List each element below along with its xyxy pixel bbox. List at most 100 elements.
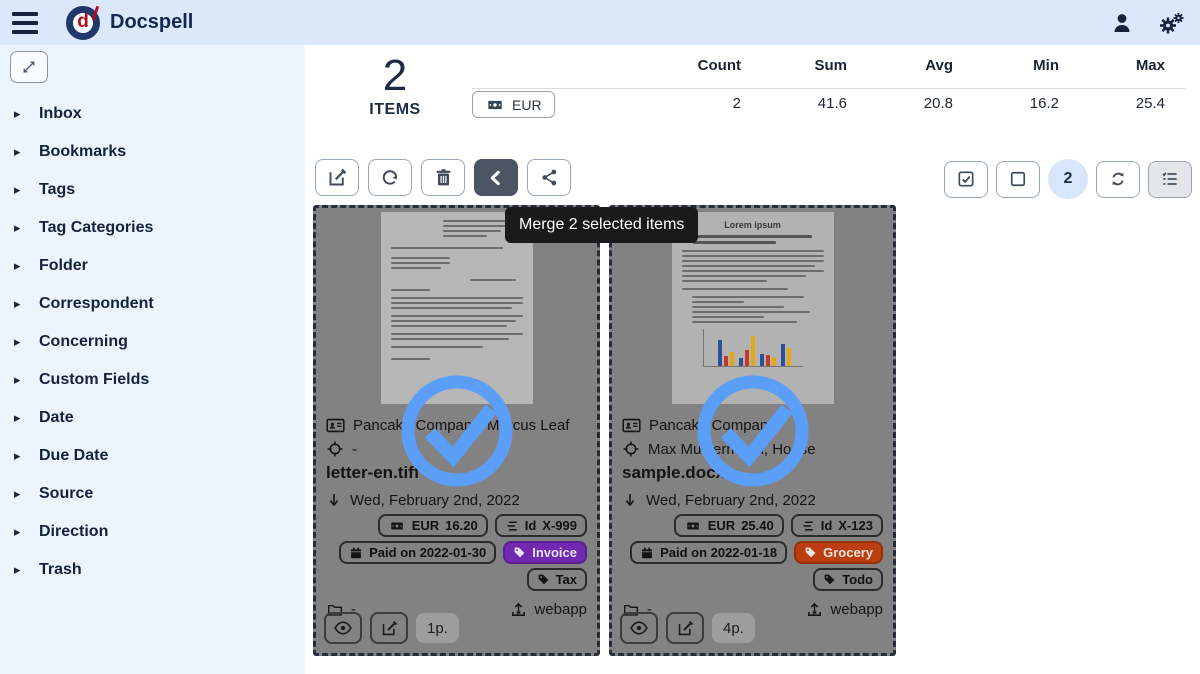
tag-badge-grocery[interactable]: Grocery xyxy=(794,541,883,564)
tag-badge-todo[interactable]: Todo xyxy=(813,568,883,591)
selection-toolbar xyxy=(315,159,571,196)
currency-label: EUR xyxy=(512,96,542,113)
edit-item-button[interactable] xyxy=(370,612,408,644)
item-title[interactable]: letter-en.tiff xyxy=(326,463,420,482)
top-navbar: d Docspell xyxy=(0,0,1200,45)
merge-tooltip: Merge 2 selected items xyxy=(505,207,699,243)
stats-val-count: 2 xyxy=(732,95,741,112)
sidebar-item-bookmarks[interactable]: ▸ Bookmarks xyxy=(14,143,127,160)
stream-icon xyxy=(803,520,813,531)
brand[interactable]: d Docspell xyxy=(66,5,194,40)
edit-items-button[interactable] xyxy=(315,159,359,196)
correspondent-icon xyxy=(326,418,345,433)
document-preview xyxy=(316,208,597,408)
source-value: webapp xyxy=(534,601,587,618)
list-view-button[interactable] xyxy=(1148,160,1192,198)
merge-items-button[interactable] xyxy=(474,159,518,196)
correspondent-name[interactable]: Pancake Company xyxy=(649,417,776,434)
tag-icon xyxy=(514,547,525,558)
item-card-list: Merge 2 selected items xyxy=(313,205,899,657)
share-button[interactable] xyxy=(527,159,571,196)
filter-sidebar: ▸ Inbox ▸ Bookmarks ▸ Tags ▸ Tag Categories … xyxy=(0,45,305,674)
caret-right-icon: ▸ xyxy=(14,258,21,273)
item-title[interactable]: sample.docx xyxy=(622,463,725,482)
sidebar-item-due-date[interactable]: ▸ Due Date xyxy=(14,447,109,464)
caret-right-icon: ▸ xyxy=(14,486,21,501)
item-count-summary: 2 ITEMS xyxy=(345,51,445,119)
filter-sections: ▸ Inbox ▸ Bookmarks ▸ Tags ▸ Tag Categories … xyxy=(0,95,305,589)
item-card[interactable]: Pancake Company, Marcus Leaf - letter-en… xyxy=(313,205,600,656)
id-badge: Id X-999 xyxy=(494,514,587,537)
select-all-button[interactable] xyxy=(944,160,988,198)
currency-chip: EUR xyxy=(472,91,555,118)
item-date-icon xyxy=(625,494,635,507)
amount-badge: EUR 25.40 xyxy=(673,514,784,537)
menu-icon[interactable] xyxy=(12,11,38,34)
app-title: Docspell xyxy=(110,11,194,33)
amount-badge: EUR 16.20 xyxy=(377,514,488,537)
preview-page xyxy=(380,212,533,404)
concerning-icon xyxy=(623,441,639,457)
refresh-button[interactable] xyxy=(1096,160,1140,198)
folder-value[interactable]: - xyxy=(351,601,356,618)
calendar-icon xyxy=(351,546,362,558)
expand-sidebar-button[interactable] xyxy=(10,51,48,83)
upload-icon xyxy=(808,602,822,616)
concerning-name[interactable]: Max Mustermann, House xyxy=(648,440,816,458)
sidebar-item-direction[interactable]: ▸ Direction xyxy=(14,523,109,540)
document-preview: Lorem ipsum xyxy=(612,208,893,408)
stats-val-avg: 20.8 xyxy=(923,95,953,112)
tag-badge-invoice[interactable]: Invoice xyxy=(503,541,587,564)
money-bill-icon xyxy=(686,522,699,529)
item-date: Wed, February 2nd, 2022 xyxy=(350,491,520,509)
sidebar-item-source[interactable]: ▸ Source xyxy=(14,485,94,502)
sidebar-item-tag-categories[interactable]: ▸ Tag Categories xyxy=(14,219,154,236)
deselect-all-button[interactable] xyxy=(996,160,1040,198)
sidebar-item-correspondent[interactable]: ▸ Correspondent xyxy=(14,295,154,312)
item-card[interactable]: Lorem ipsum Pancake Company xyxy=(609,205,896,656)
edit-item-button[interactable] xyxy=(666,612,704,644)
sidebar-item-custom-fields[interactable]: ▸ Custom Fields xyxy=(14,371,150,388)
item-date-icon xyxy=(329,494,339,507)
folder-value[interactable]: - xyxy=(647,601,652,618)
tag-badge-tax[interactable]: Tax xyxy=(526,568,587,591)
due-date-badge: Paid on 2022-01-30 xyxy=(339,541,497,564)
stats-col-avg: Avg xyxy=(925,57,953,74)
settings-gears-icon[interactable] xyxy=(1158,11,1184,35)
folder-icon xyxy=(624,604,638,616)
preview-button[interactable] xyxy=(620,612,658,644)
sidebar-item-trash[interactable]: ▸ Trash xyxy=(14,561,82,578)
caret-right-icon: ▸ xyxy=(14,410,21,425)
main-content: 2 ITEMS EUR Count Sum Avg Min Max 2 41.6… xyxy=(305,45,1200,674)
stats-col-min: Min xyxy=(1033,57,1059,74)
caret-right-icon: ▸ xyxy=(14,372,21,387)
sidebar-item-folder[interactable]: ▸ Folder xyxy=(14,257,88,274)
correspondent-name[interactable]: Pancake Company, Marcus Leaf xyxy=(353,417,570,434)
caret-right-icon: ▸ xyxy=(14,562,21,577)
source-value: webapp xyxy=(830,601,883,618)
item-date: Wed, February 2nd, 2022 xyxy=(646,491,816,509)
sidebar-item-tags[interactable]: ▸ Tags xyxy=(14,181,76,198)
tag-icon xyxy=(824,574,835,585)
item-count: 2 xyxy=(382,51,408,100)
sidebar-item-date[interactable]: ▸ Date xyxy=(14,409,74,426)
id-badge: Id X-123 xyxy=(790,514,883,537)
caret-right-icon: ▸ xyxy=(14,220,21,235)
stats-col-max: Max xyxy=(1135,57,1165,74)
stats-val-sum: 41.6 xyxy=(817,95,847,112)
selected-count-badge: 2 xyxy=(1048,159,1088,199)
sidebar-item-concerning[interactable]: ▸ Concerning xyxy=(14,333,128,350)
user-icon[interactable] xyxy=(1110,11,1134,35)
concerning-name[interactable]: - xyxy=(352,440,357,458)
stream-icon xyxy=(507,520,517,531)
preview-button[interactable] xyxy=(324,612,362,644)
stats-divider xyxy=(472,88,1185,89)
item-count-label: ITEMS xyxy=(369,101,421,118)
stats-value-row: 2 41.6 20.8 16.2 25.4 xyxy=(635,95,1165,112)
delete-button[interactable] xyxy=(421,159,465,196)
reprocess-button[interactable] xyxy=(368,159,412,196)
sidebar-item-inbox[interactable]: ▸ Inbox xyxy=(14,105,82,122)
stats-val-min: 16.2 xyxy=(1029,95,1059,112)
tag-icon xyxy=(805,547,816,558)
stats-header-row: Count Sum Avg Min Max xyxy=(635,57,1165,74)
